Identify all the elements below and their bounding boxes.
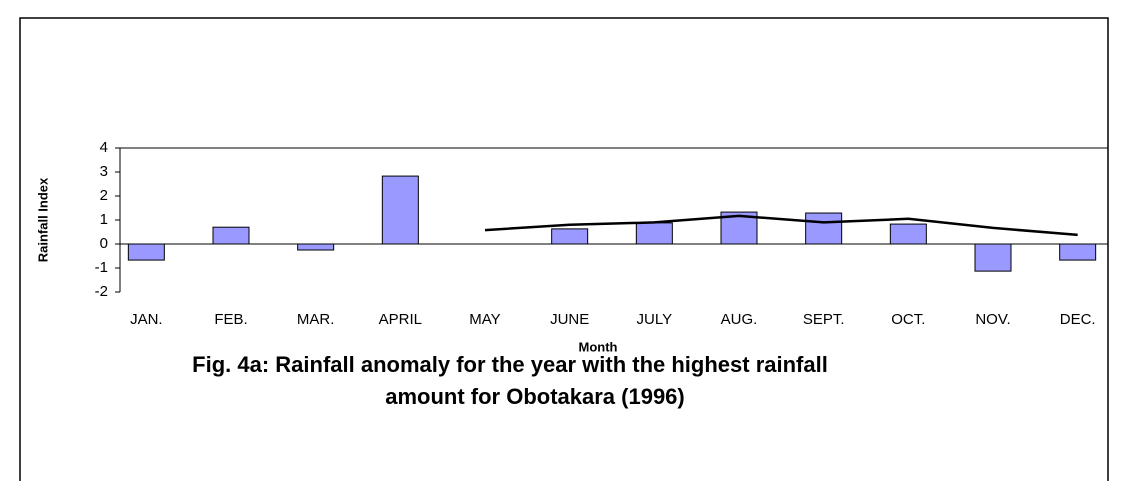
chart-title: Fig. 4a: Rainfall anomaly for the year w… [192, 352, 828, 377]
chart-title: amount for Obotakara (1996) [385, 384, 685, 409]
y-axis-label: Rainfall Index [35, 177, 50, 262]
line-series [484, 214, 1078, 237]
y-tick-label: 2 [100, 187, 108, 204]
bar [889, 223, 927, 245]
y-tick-label: -2 [95, 283, 108, 300]
x-tick-label: MAR. [297, 311, 335, 328]
x-tick-label: DEC. [1060, 311, 1096, 328]
bar [635, 222, 673, 245]
x-tick-label: JUNE [550, 311, 589, 328]
x-tick-label: APRIL [379, 311, 422, 328]
bar [127, 243, 165, 261]
x-tick-label: AUG. [721, 311, 758, 328]
bar [805, 212, 843, 245]
chart-frame [19, 17, 1109, 481]
x-axis-label: Month [579, 339, 618, 354]
y-tick-label: 1 [100, 211, 108, 228]
x-tick-label: OCT. [891, 311, 925, 328]
x-tick-label: FEB. [214, 311, 247, 328]
bar [551, 228, 589, 245]
x-tick-label: JULY [637, 311, 673, 328]
bar [974, 243, 1012, 272]
x-tick-label: SEPT. [803, 311, 845, 328]
y-tick-label: -1 [95, 259, 108, 276]
y-tick-label: 4 [100, 139, 108, 156]
bar [1059, 243, 1097, 261]
bar [381, 175, 419, 245]
bar [212, 226, 250, 245]
y-tick-label: 0 [100, 235, 108, 252]
x-tick-label: JAN. [130, 311, 163, 328]
y-tick-label: 3 [100, 163, 108, 180]
x-tick-label: MAY [469, 311, 500, 328]
bar [297, 243, 335, 251]
x-tick-label: NOV. [975, 311, 1010, 328]
